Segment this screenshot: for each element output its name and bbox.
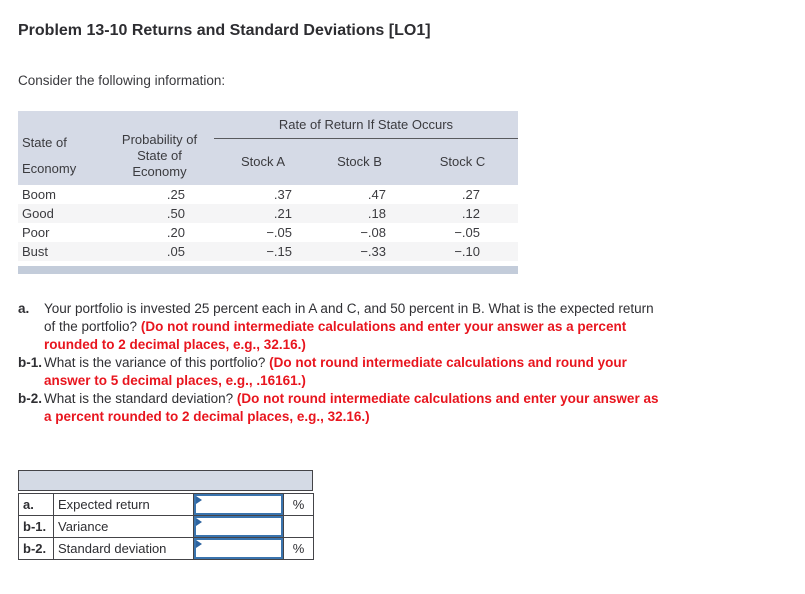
answer-b2-suffix: %	[283, 537, 314, 560]
question-a-text: Your portfolio is invested 25 percent ea…	[44, 301, 654, 352]
cell-marker-icon	[196, 496, 202, 504]
page-title: Problem 13-10 Returns and Standard Devia…	[18, 22, 431, 39]
standard-deviation-input-wrap	[194, 538, 283, 559]
expected-return-input-wrap	[194, 494, 283, 515]
table-row-good: Good .50 .21 .18 .12	[18, 204, 518, 223]
stock-headers-row: Stock A Stock B Stock C	[214, 139, 518, 169]
state-of-economy-header: State of Economy	[22, 135, 77, 176]
answer-row-b2: b-2. Standard deviation %	[18, 537, 314, 560]
table-row-bust: Bust .05 −.15 −.33 −.10	[18, 242, 518, 261]
answer-b2-desc: Standard deviation	[53, 537, 194, 560]
rate-of-return-title: Rate of Return If State Occurs	[214, 111, 518, 139]
answer-row-b1: b-1. Variance	[18, 515, 314, 538]
answer-b1-suffix	[283, 515, 314, 538]
table-footer-strip	[18, 266, 518, 274]
answer-row-a: a. Expected return %	[18, 493, 314, 516]
stock-b-header: Stock B	[337, 154, 382, 169]
answer-a-desc: Expected return	[53, 493, 194, 516]
question-b1-label: b-1.	[18, 355, 43, 370]
answer-b1-label: b-1.	[18, 515, 54, 538]
question-b1-text: What is the variance of this portfolio? …	[44, 355, 627, 388]
problem-page: Problem 13-10 Returns and Standard Devia…	[18, 22, 787, 560]
answer-b1-desc: Variance	[53, 515, 194, 538]
table-row-boom: Boom .25 .37 .47 .27	[22, 187, 480, 202]
question-b2-text: What is the standard deviation? (Do not …	[44, 391, 659, 424]
answer-a-label: a.	[18, 493, 54, 516]
standard-deviation-input[interactable]	[194, 538, 283, 559]
variance-input-wrap	[194, 516, 283, 537]
returns-info-table: State of Economy Probability of State of…	[18, 111, 518, 274]
answer-table-header-band	[18, 470, 313, 491]
answer-b2-label: b-2.	[18, 537, 54, 560]
question-a-instruction: (Do not round intermediate calculations …	[44, 319, 627, 352]
question-b1: b-1. What is the variance of this portfo…	[18, 354, 787, 390]
question-a-label: a.	[18, 301, 30, 316]
question-list: a. Your portfolio is invested 25 percent…	[18, 300, 787, 426]
cell-marker-icon	[196, 518, 202, 526]
question-b2: b-2. What is the standard deviation? (Do…	[18, 390, 787, 426]
question-b2-label: b-2.	[18, 391, 43, 406]
expected-return-input[interactable]	[194, 494, 283, 515]
question-a: a. Your portfolio is invested 25 percent…	[18, 300, 787, 354]
question-b1-instruction: (Do not round intermediate calculations …	[44, 355, 627, 388]
cell-marker-icon	[196, 540, 202, 548]
table-row-poor: Poor .20 −.05 −.08 −.05	[22, 225, 480, 240]
answer-table: a. Expected return % b-1. Variance	[18, 470, 314, 560]
question-b2-instruction: (Do not round intermediate calculations …	[44, 391, 659, 424]
intro-text: Consider the following information:	[18, 73, 226, 88]
stock-a-header: Stock A	[240, 154, 286, 169]
probability-header: Probability of State of Economy	[121, 132, 198, 179]
rate-of-return-span-header: Rate of Return If State Occurs Stock A S…	[214, 111, 518, 185]
variance-input[interactable]	[194, 516, 283, 537]
answer-a-suffix: %	[283, 493, 314, 516]
stock-c-header: Stock C	[439, 154, 486, 169]
info-table-header: State of Economy Probability of State of…	[18, 111, 518, 185]
